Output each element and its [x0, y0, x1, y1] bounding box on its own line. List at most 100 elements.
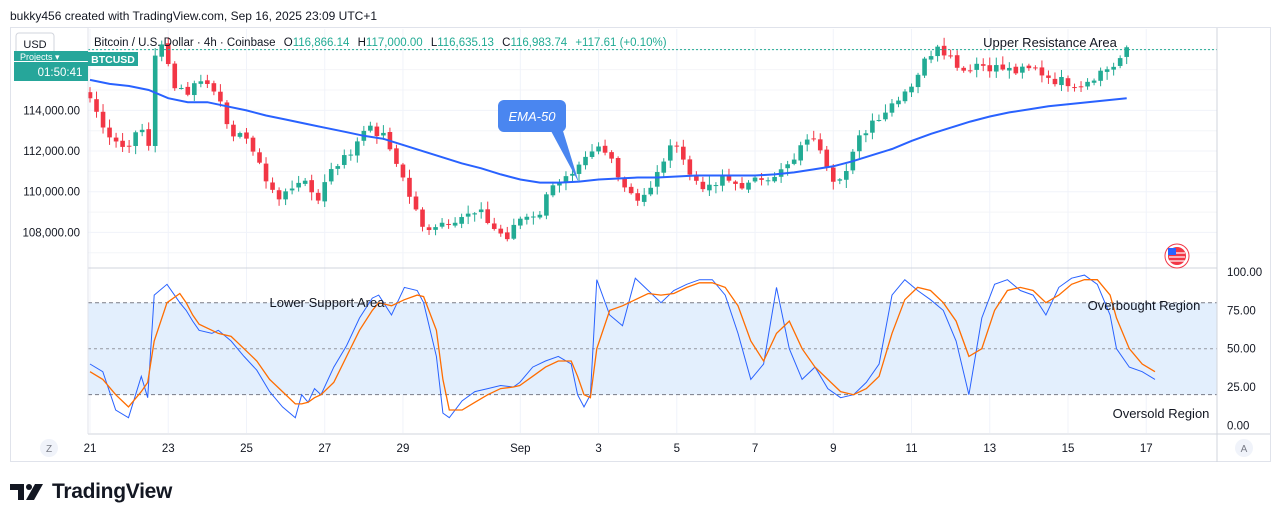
candle-body [381, 132, 386, 136]
candle-body [185, 86, 191, 95]
candle-body [218, 91, 223, 102]
candle-body [1039, 67, 1045, 76]
ema-callout-label: EMA-50 [509, 109, 557, 124]
time-tick-label: 11 [906, 443, 918, 455]
chart-frame [10, 27, 1271, 462]
overbought-label: Overbought Region [1088, 298, 1201, 313]
ticker-badge[interactable] [88, 52, 138, 66]
open-label: O [284, 37, 293, 49]
time-tick-label: 25 [240, 443, 253, 455]
candle-body [785, 164, 790, 169]
price-axis-labels[interactable]: 108,000.00 110,000.00 112,000.00 114,000.00 [22, 105, 80, 239]
candle-body [446, 223, 451, 225]
candle-body [837, 179, 843, 181]
candle-body [231, 124, 236, 137]
candle-body [654, 172, 660, 187]
candle-body [250, 137, 256, 152]
countdown-badge[interactable] [14, 62, 88, 81]
candle-body [276, 190, 282, 200]
time-tick-label: 7 [752, 443, 758, 455]
time-tick-label: 27 [318, 443, 331, 455]
time-tick-label: 17 [1140, 443, 1153, 455]
ema-callout-box[interactable] [498, 100, 566, 132]
stoch-axis-labels[interactable]: 100.00 75.00 50.00 25.00 0.00 [1227, 267, 1262, 432]
candle-body [1052, 78, 1058, 85]
candle-body [472, 213, 477, 215]
candle-body [576, 164, 582, 174]
candle-body [420, 209, 425, 227]
candle-body [1065, 78, 1071, 87]
lower-support-label: Lower Support Area [270, 295, 386, 310]
candle-body [491, 223, 497, 229]
symbol-info[interactable]: Bitcoin / U.S. Dollar · 4h · Coinbase O1… [94, 37, 667, 49]
candle-body [928, 56, 934, 60]
candle-body [139, 129, 145, 133]
auto-scale-button[interactable] [1235, 439, 1253, 457]
candle-body [1026, 65, 1032, 69]
candle-body [596, 146, 601, 152]
candle-body [648, 187, 654, 195]
candle-body [980, 64, 986, 66]
candle-body [987, 65, 993, 72]
candle-body [407, 177, 412, 197]
candle-body [707, 184, 712, 191]
candle-body [857, 135, 862, 152]
candle-body [302, 180, 308, 184]
candle-body [1111, 66, 1116, 70]
candle-body [948, 55, 953, 57]
candle-body [844, 171, 849, 180]
candle-body [270, 182, 275, 190]
candle-body [165, 43, 171, 65]
candle-body [335, 166, 341, 169]
countdown-label: 01:50:41 [38, 67, 83, 79]
candle-body [922, 58, 927, 76]
candle-body [348, 154, 354, 156]
time-axis-labels[interactable]: 21 23 25 27 29 Sep 3 5 7 9 11 13 15 17 [84, 443, 1153, 455]
candle-body [426, 227, 432, 231]
close-value: 116,983.74 [510, 37, 567, 49]
candle-body [355, 141, 360, 156]
price-tick-label: 110,000.00 [23, 187, 80, 199]
open-value: 116,866.14 [293, 37, 350, 49]
candle-body [322, 182, 328, 202]
low-value: 116,635.13 [437, 37, 494, 49]
candle-body [100, 111, 106, 128]
candle-body [439, 222, 445, 227]
candle-body [478, 209, 484, 213]
ticker-label: BTCUSD [91, 54, 135, 66]
candle-body [824, 149, 830, 167]
candles [87, 37, 1129, 242]
candle-body [198, 81, 204, 84]
price-tick-label: 108,000.00 [22, 227, 80, 239]
candle-body [628, 186, 634, 194]
candle-body [798, 145, 803, 161]
candle-body [126, 145, 132, 147]
candle-body [263, 163, 269, 182]
log-scale-button[interactable] [40, 439, 58, 457]
candle-body [244, 132, 249, 139]
candle-body [557, 182, 562, 186]
candle-body [1033, 67, 1038, 69]
candle-body [1091, 80, 1097, 83]
hidden-label-badge[interactable] [14, 51, 88, 61]
candle-body [159, 44, 165, 57]
candle-body [87, 92, 93, 99]
tradingview-logo[interactable]: TradingView [10, 480, 172, 504]
candle-body [687, 159, 693, 175]
candle-body [915, 74, 921, 88]
candle-body [641, 194, 647, 202]
candle-body [374, 126, 380, 137]
candle-body [941, 45, 947, 56]
candle-body [583, 156, 588, 166]
candle-body [1098, 70, 1103, 81]
stoch-tick-label: 0.00 [1227, 420, 1249, 432]
candle-body [1085, 81, 1090, 87]
candle-body [804, 139, 810, 145]
candle-body [107, 127, 112, 138]
time-tick-label: 5 [674, 443, 680, 455]
candle-body [296, 182, 301, 188]
candle-body [550, 185, 556, 196]
time-tick-label: 29 [397, 443, 410, 455]
candle-body [746, 182, 751, 190]
time-tick-label: 9 [830, 443, 836, 455]
